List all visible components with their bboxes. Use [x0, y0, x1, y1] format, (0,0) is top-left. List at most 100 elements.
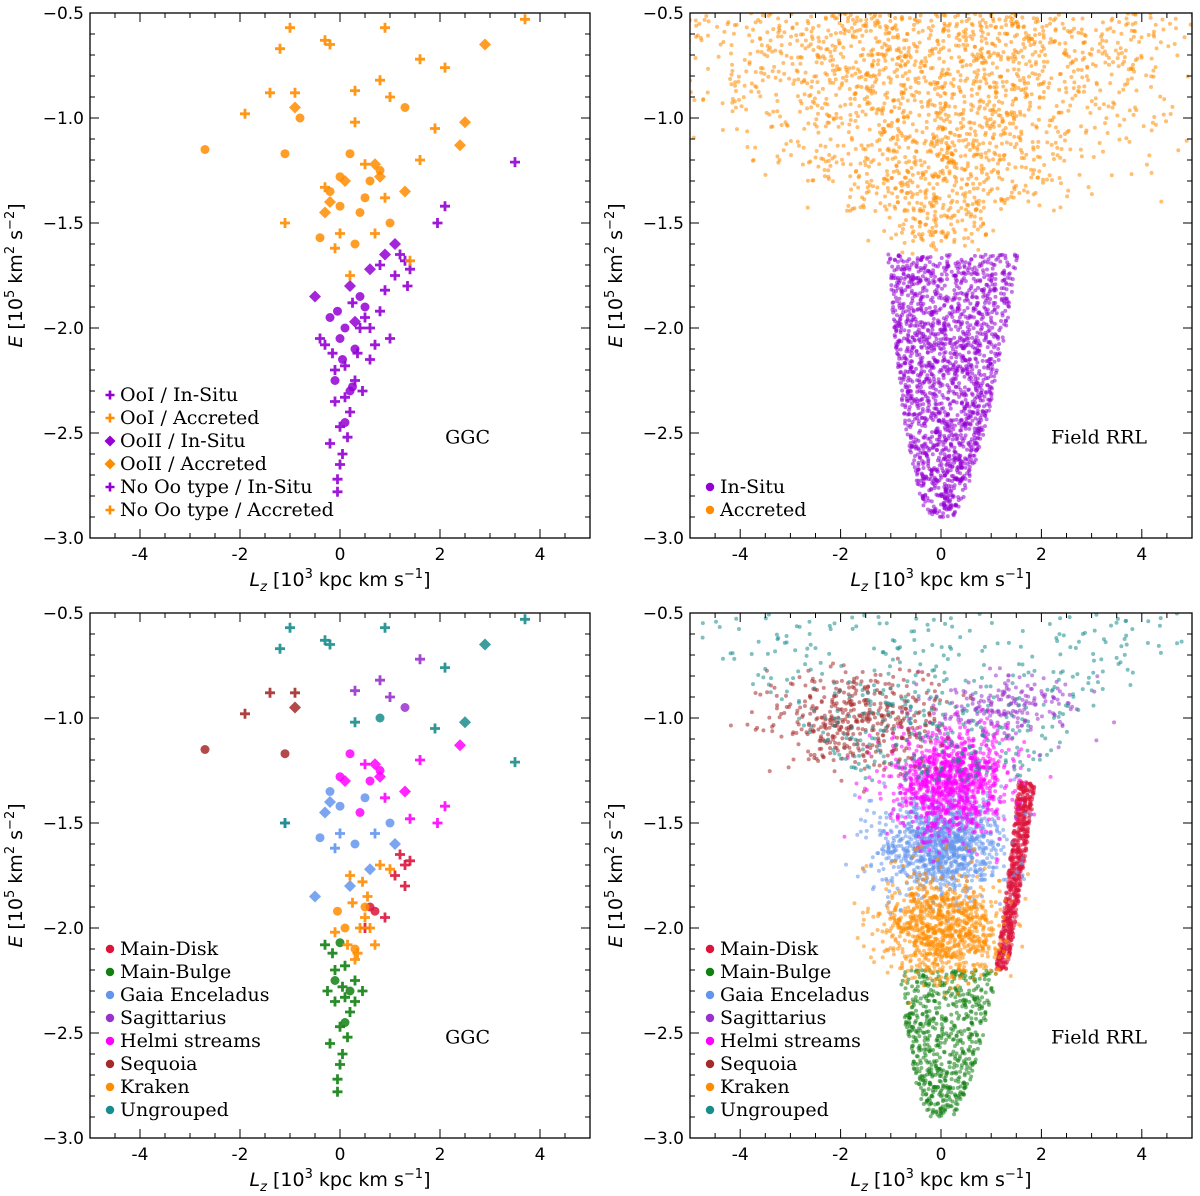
data-point — [978, 209, 983, 214]
data-point — [702, 17, 707, 22]
data-point — [934, 336, 939, 341]
data-point — [906, 328, 911, 333]
data-point — [1076, 30, 1081, 35]
data-point — [733, 80, 738, 85]
data-point — [926, 165, 931, 170]
data-point — [1050, 151, 1055, 156]
data-point — [959, 177, 964, 182]
data-point — [908, 441, 913, 446]
data-point — [946, 33, 951, 38]
data-point — [993, 109, 998, 114]
data-point — [875, 51, 880, 56]
data-point — [802, 92, 807, 97]
data-point — [955, 69, 960, 74]
data-point — [982, 394, 987, 399]
data-point — [948, 441, 953, 446]
data-point — [918, 61, 923, 66]
data-point — [1056, 129, 1061, 134]
data-point — [1000, 100, 1005, 105]
data-point — [956, 495, 961, 500]
data-point — [943, 427, 948, 432]
data-point — [922, 75, 927, 80]
data-point — [1013, 165, 1018, 170]
data-point — [332, 486, 343, 497]
data-point — [758, 19, 763, 24]
data-point — [952, 183, 957, 188]
data-point — [995, 36, 1000, 41]
data-point — [510, 757, 520, 768]
data-point — [916, 275, 921, 280]
data-point — [942, 73, 947, 78]
data-point — [947, 402, 952, 407]
data-point — [911, 317, 916, 322]
data-point — [980, 409, 985, 414]
data-point — [955, 199, 960, 204]
data-point — [822, 56, 827, 61]
data-point — [910, 346, 915, 351]
data-point — [946, 493, 951, 498]
data-point — [355, 323, 365, 333]
data-point — [967, 261, 972, 266]
data-point — [569, 29, 573, 33]
data-point — [380, 622, 390, 633]
data-point — [930, 452, 935, 457]
data-point — [280, 149, 290, 159]
data-point — [941, 202, 946, 207]
data-point — [956, 270, 961, 275]
data-point — [983, 252, 988, 257]
data-point — [1017, 191, 1022, 196]
data-point — [324, 796, 336, 808]
data-point — [972, 70, 977, 75]
data-point — [1010, 848, 1015, 853]
data-point — [1021, 188, 1026, 193]
data-point — [957, 85, 962, 90]
data-point — [943, 328, 948, 333]
data-point — [900, 180, 905, 185]
data-point — [956, 464, 961, 469]
data-point — [932, 217, 937, 222]
data-point — [965, 164, 970, 169]
y-tick-label: −3.0 — [43, 529, 84, 549]
panel-bottom-right: -4 -2 0 2 4−3.0−2.5−2.0−1.5−1.0−0.5Lz [103 k… — [603, 604, 1193, 1195]
data-point — [971, 58, 976, 63]
data-point — [953, 273, 958, 278]
data-point — [1031, 171, 1036, 176]
data-point — [937, 369, 942, 374]
data-point — [895, 137, 900, 142]
data-point — [1000, 270, 1005, 275]
data-point — [990, 112, 995, 117]
data-point — [897, 303, 902, 308]
data-point — [947, 385, 952, 390]
data-point — [1076, 85, 1081, 90]
data-point — [686, 23, 690, 27]
data-point — [957, 303, 962, 308]
data-point — [919, 344, 924, 349]
data-point — [1077, 172, 1082, 177]
data-point — [921, 402, 926, 407]
data-point — [1006, 162, 1011, 167]
data-point — [971, 181, 976, 186]
data-point — [931, 417, 936, 422]
data-point — [916, 446, 921, 451]
data-point — [816, 23, 821, 28]
data-point — [1004, 902, 1009, 907]
data-point — [325, 787, 335, 796]
y-axis-label: E [105 km2 s−2] — [3, 203, 27, 347]
data-point — [339, 775, 351, 787]
data-point — [706, 19, 711, 24]
data-point — [913, 217, 918, 222]
data-point — [939, 255, 944, 260]
data-point — [1041, 46, 1046, 51]
data-point — [985, 345, 990, 350]
data-point — [370, 828, 380, 839]
data-point — [850, 137, 855, 142]
data-point — [1006, 57, 1011, 62]
data-point — [807, 94, 812, 99]
data-point — [937, 380, 942, 385]
data-point — [325, 1038, 335, 1049]
data-point — [912, 412, 917, 417]
data-point — [858, 27, 863, 32]
data-point — [947, 499, 952, 504]
data-point — [632, 21, 636, 25]
data-point — [1058, 134, 1063, 139]
